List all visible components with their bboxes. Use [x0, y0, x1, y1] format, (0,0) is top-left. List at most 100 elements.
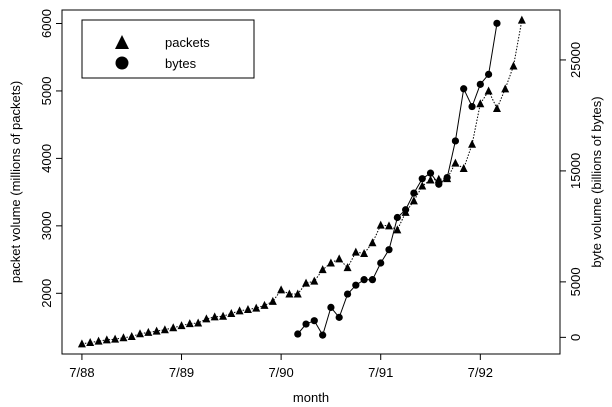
packets-point — [260, 300, 269, 309]
left-y-axis-title: packet volume (millions of packets) — [8, 81, 23, 283]
packets-point — [135, 329, 144, 338]
packets-point — [509, 61, 518, 70]
packets-point — [152, 326, 161, 335]
right-y-tick-label: 25000 — [568, 42, 583, 78]
left-y-axis: 2000 3000 4000 5000 6000 — [39, 9, 62, 308]
bytes-point — [484, 70, 493, 78]
packets-point — [492, 103, 501, 112]
bytes-point — [468, 102, 476, 111]
packets-point — [326, 258, 335, 267]
bytes-point — [385, 246, 393, 254]
packets-point — [127, 331, 136, 340]
x-tick-label: 7/92 — [468, 365, 493, 380]
packets-point — [77, 339, 86, 348]
x-axis-title: month — [293, 390, 329, 405]
bytes-point — [435, 180, 443, 188]
packets-point — [160, 325, 169, 334]
packets-point — [119, 333, 128, 342]
packets-point — [235, 306, 244, 315]
bytes-point — [302, 320, 310, 328]
packets-point — [335, 254, 344, 263]
packets-point — [501, 84, 510, 93]
bytes-point — [493, 19, 501, 27]
bytes-point — [327, 303, 335, 311]
bytes-point — [319, 331, 327, 339]
bytes-point — [368, 276, 377, 284]
bytes-point — [426, 169, 435, 177]
packets-point — [194, 318, 203, 327]
packets-point — [94, 336, 103, 345]
packets-point — [202, 314, 211, 323]
packets-point — [468, 139, 477, 148]
packets-point — [343, 263, 352, 272]
x-tick-label: 7/90 — [268, 365, 293, 380]
bytes-point — [476, 80, 484, 88]
bytes-point — [402, 206, 410, 214]
legend-box — [81, 19, 255, 79]
legend: packets bytes — [81, 19, 255, 79]
bytes-point — [451, 137, 460, 145]
packets-point — [210, 312, 219, 321]
packets-point — [426, 175, 435, 184]
left-y-tick-label: 5000 — [39, 76, 54, 105]
packets-point — [243, 304, 252, 313]
legend-circle-marker — [115, 56, 129, 70]
packets-point — [393, 225, 402, 234]
left-y-tick-label: 2000 — [39, 279, 54, 308]
packets-point — [144, 327, 153, 336]
bytes-point — [393, 213, 401, 222]
packets-point — [351, 247, 360, 256]
series-line-bytes — [297, 23, 498, 337]
packets-point — [285, 289, 294, 298]
left-y-tick-label: 6000 — [39, 9, 54, 38]
bytes-point — [343, 290, 352, 298]
bytes-point — [418, 175, 426, 183]
packets-point — [418, 181, 427, 190]
right-y-tick-label: 5000 — [568, 267, 583, 296]
packets-point — [459, 164, 468, 173]
packets-point — [219, 311, 228, 320]
right-y-tick-label: 15000 — [568, 153, 583, 189]
packets-point — [252, 303, 261, 312]
x-tick-label: 7/91 — [368, 365, 393, 380]
right-y-axis: 0 5000 15000 25000 — [560, 42, 583, 341]
bytes-point — [294, 330, 302, 338]
packets-point — [318, 265, 327, 274]
legend-label-bytes: bytes — [165, 56, 197, 71]
x-axis: 7/88 7/89 7/90 7/91 7/92 — [69, 354, 493, 380]
left-y-tick-label: 3000 — [39, 211, 54, 240]
bytes-point — [310, 317, 318, 325]
legend-triangle-marker — [115, 35, 129, 49]
bytes-point — [377, 259, 385, 267]
plot-frame — [61, 9, 561, 355]
bytes-point — [335, 313, 343, 321]
packets-point — [293, 289, 302, 298]
legend-label-packets: packets — [165, 35, 210, 50]
packets-point — [185, 319, 194, 328]
bytes-point — [410, 189, 418, 197]
packets-point — [368, 238, 377, 247]
packets-point — [384, 221, 393, 230]
x-tick-label: 7/88 — [69, 365, 94, 380]
packets-point — [476, 99, 485, 108]
packets-point — [517, 15, 526, 24]
packets-point — [227, 309, 236, 318]
packets-point — [268, 296, 277, 305]
packets-point — [86, 338, 95, 347]
packets-point — [177, 321, 186, 330]
right-y-tick-label: 0 — [568, 334, 583, 341]
packets-point — [451, 158, 460, 167]
packets-point — [302, 278, 311, 287]
bytes-point — [460, 85, 468, 93]
bytes-point — [443, 173, 451, 182]
packets-point — [484, 86, 493, 95]
packets-point — [360, 248, 369, 257]
packets-point — [310, 276, 319, 285]
packets-point — [111, 334, 120, 343]
right-y-axis-title: byte volume (billions of bytes) — [589, 96, 604, 267]
packets-point — [102, 335, 111, 344]
bytes-point — [352, 281, 360, 289]
series-layer — [77, 15, 526, 348]
